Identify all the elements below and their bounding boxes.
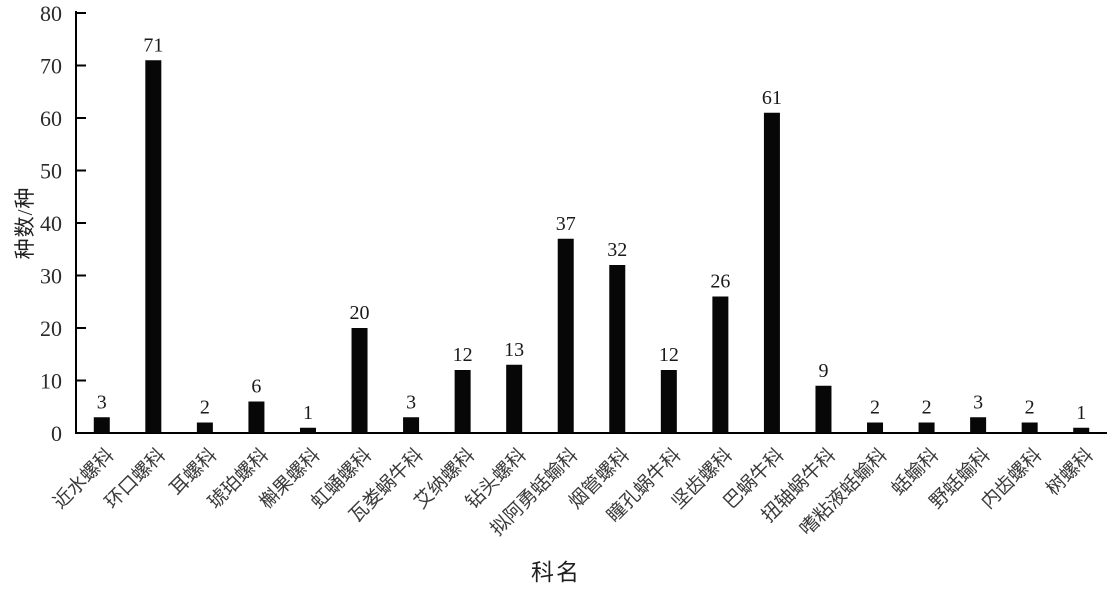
bar-value-label: 3	[973, 391, 983, 413]
bar	[506, 364, 523, 433]
bar	[609, 265, 626, 433]
bar	[403, 417, 420, 433]
bar-value-label: 2	[870, 397, 880, 419]
y-tick-label: 10	[40, 369, 62, 394]
bar-value-label: 3	[97, 391, 107, 413]
bar	[196, 422, 213, 433]
bar-value-label: 3	[406, 391, 416, 413]
bar	[557, 238, 574, 433]
y-tick-label: 70	[40, 54, 62, 79]
bar	[351, 328, 368, 433]
x-category-label: 拟阿勇蛞蝓科	[486, 444, 582, 540]
bar-value-label: 12	[453, 344, 473, 366]
bar	[145, 60, 162, 433]
bar	[660, 370, 677, 433]
bar-value-label: 20	[350, 302, 370, 324]
y-tick-label: 40	[40, 211, 62, 236]
bar	[1021, 422, 1038, 433]
x-category-label: 树螺科	[1042, 444, 1098, 500]
bar	[454, 370, 471, 433]
bar	[970, 417, 987, 433]
y-tick-label: 30	[40, 264, 62, 289]
bar	[867, 422, 884, 433]
bar	[1073, 427, 1090, 433]
bar-value-label: 71	[143, 34, 163, 56]
bar-value-label: 2	[922, 397, 932, 419]
bar-value-label: 1	[303, 402, 313, 424]
bar-value-label: 61	[762, 87, 782, 109]
y-axis-title: 种数/种	[13, 186, 37, 260]
x-category-label: 嗜粘液蛞蝓科	[795, 444, 891, 540]
y-tick-label: 20	[40, 316, 62, 341]
bar-value-label: 26	[710, 271, 730, 293]
x-axis-title: 科名	[531, 560, 581, 585]
bar	[299, 427, 316, 433]
bar	[815, 385, 832, 433]
y-tick-label: 0	[51, 421, 62, 446]
bar-value-label: 1	[1076, 402, 1086, 424]
bar-value-label: 12	[659, 344, 679, 366]
bar-value-label: 9	[818, 360, 828, 382]
bar-value-label: 32	[607, 239, 627, 261]
bar-value-label: 6	[251, 376, 261, 398]
y-tick-label: 60	[40, 106, 62, 131]
bar-value-label: 37	[556, 213, 576, 235]
bar	[93, 417, 110, 433]
bar	[918, 422, 935, 433]
bar-value-label: 2	[1025, 397, 1035, 419]
y-tick-label: 50	[40, 159, 62, 184]
bar-value-label: 2	[200, 397, 210, 419]
bar	[763, 112, 780, 433]
bar	[712, 296, 729, 433]
y-tick-label: 80	[40, 1, 62, 26]
bar-value-label: 13	[504, 339, 524, 361]
bar	[248, 401, 265, 433]
